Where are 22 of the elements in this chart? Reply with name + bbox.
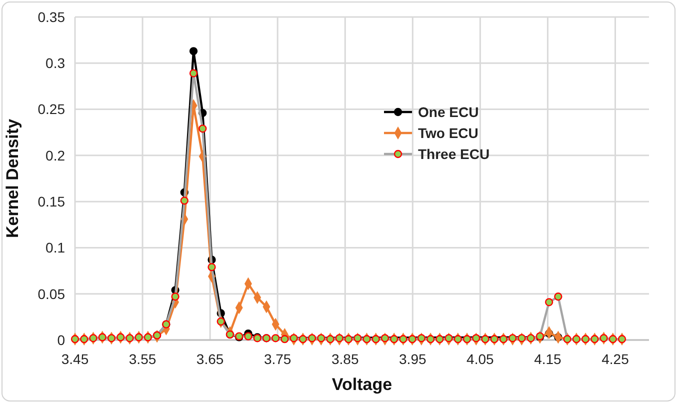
x-tick-label: 4.15 — [534, 351, 562, 367]
x-tick-label: 4.05 — [466, 351, 494, 367]
legend-label: One ECU — [418, 104, 479, 120]
x-tick-label: 3.55 — [128, 351, 156, 367]
y-axis-title: Kernel Density — [3, 118, 22, 238]
legend-label: Two ECU — [418, 124, 478, 141]
y-tick-label: 0.15 — [38, 193, 66, 210]
y-tick-label: 0.3 — [46, 55, 66, 72]
x-tick-label: 3.95 — [399, 351, 426, 367]
x-tick-label: 3.45 — [61, 351, 89, 367]
y-tick-label: 0.05 — [38, 286, 66, 302]
y-tick-label: 0.2 — [46, 147, 66, 164]
y-tick-label: 0.25 — [38, 101, 66, 118]
y-tick-label: 0 — [57, 332, 66, 348]
x-tick-label: 3.65 — [196, 351, 224, 367]
y-tick-label: 0.1 — [46, 240, 66, 256]
x-tick-label: 3.85 — [331, 351, 359, 367]
x-tick-label: 3.75 — [264, 351, 292, 367]
legend-label: Three ECU — [418, 146, 490, 162]
x-tick-label: 4.25 — [602, 351, 630, 367]
y-tick-label: 0.35 — [38, 8, 66, 25]
x-axis-title: Voltage — [332, 375, 392, 394]
